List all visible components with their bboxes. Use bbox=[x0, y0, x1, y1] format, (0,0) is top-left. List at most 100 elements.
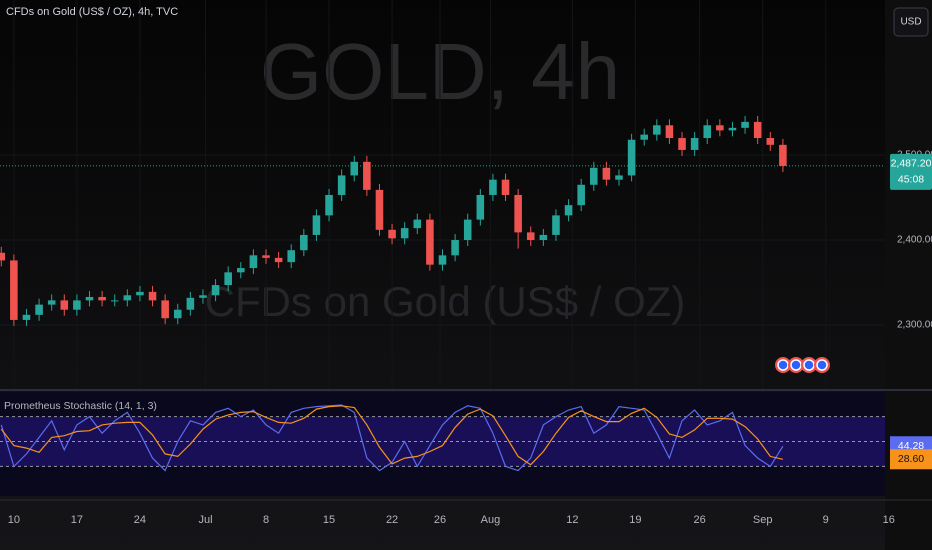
candle-body bbox=[640, 134, 648, 140]
candle-body bbox=[10, 260, 18, 320]
candle-body bbox=[85, 296, 94, 301]
candle-body bbox=[400, 228, 409, 239]
currency-button[interactable] bbox=[893, 7, 929, 37]
event-flag-inner bbox=[777, 359, 789, 371]
stochastic-pane: Prometheus Stochastic (14, 1, 3) bbox=[0, 392, 885, 496]
candle-body bbox=[489, 179, 497, 195]
value-tag bbox=[890, 449, 932, 470]
candle-body bbox=[249, 255, 258, 269]
candle-body bbox=[552, 215, 560, 235]
candle-body bbox=[274, 257, 283, 263]
candle-body bbox=[753, 121, 762, 139]
candle-body bbox=[627, 139, 636, 176]
x-tick-label: 19 bbox=[629, 514, 641, 526]
candle-body bbox=[779, 144, 787, 166]
candle-body bbox=[615, 175, 623, 180]
x-tick-label: 26 bbox=[434, 514, 446, 526]
last-price-label: 2,487.20 bbox=[891, 158, 932, 170]
candle-body bbox=[136, 291, 144, 296]
candle-body bbox=[463, 219, 472, 241]
currency-label[interactable]: USD bbox=[900, 17, 921, 28]
candle-body bbox=[564, 205, 573, 216]
candle-body bbox=[678, 138, 686, 150]
candle-body bbox=[375, 189, 384, 230]
watermark-name: CFDs on Gold (US$ / OZ) bbox=[205, 278, 686, 325]
candle-body bbox=[287, 250, 295, 263]
candle-body bbox=[98, 296, 106, 301]
x-tick-label: Jul bbox=[198, 514, 212, 526]
x-tick-label: 12 bbox=[566, 514, 578, 526]
x-tick-label: 24 bbox=[134, 514, 146, 526]
y-tick-label: 2,400.00 bbox=[897, 235, 932, 246]
candle-body bbox=[716, 125, 724, 131]
candle-body bbox=[186, 297, 195, 310]
x-tick-label: 8 bbox=[263, 514, 269, 526]
candle-body bbox=[123, 295, 132, 301]
bar-countdown: 45:08 bbox=[898, 174, 924, 186]
candle-body bbox=[47, 300, 56, 305]
candle-body bbox=[350, 161, 359, 176]
event-flags bbox=[775, 357, 830, 373]
x-tick-label: 22 bbox=[386, 514, 398, 526]
candle-body bbox=[337, 175, 346, 195]
candle-body bbox=[148, 291, 157, 301]
x-tick-label: 17 bbox=[71, 514, 83, 526]
candle-body bbox=[60, 300, 69, 310]
candle-body bbox=[728, 127, 737, 131]
candle-body bbox=[476, 194, 485, 220]
x-tick-label: 16 bbox=[883, 514, 895, 526]
candle-body bbox=[0, 252, 6, 261]
candle-body bbox=[173, 309, 182, 319]
candle-body bbox=[161, 300, 169, 319]
candle-body bbox=[73, 300, 81, 310]
candle-body bbox=[426, 219, 434, 265]
x-tick-label: 9 bbox=[823, 514, 829, 526]
value-tag-label: 28.60 bbox=[898, 453, 924, 465]
candle-body bbox=[526, 232, 535, 241]
x-tick-label: 15 bbox=[323, 514, 335, 526]
candle-body bbox=[262, 255, 270, 258]
chart-title: CFDs on Gold (US$ / OZ), 4h, TVC bbox=[6, 6, 178, 18]
event-flag-inner bbox=[790, 359, 802, 371]
candle-body bbox=[110, 300, 119, 302]
axes: 2,300.002,400.002,500.002,487.2045:0844.… bbox=[890, 150, 932, 470]
value-tag-label: 44.28 bbox=[898, 440, 924, 452]
candle-body bbox=[590, 167, 598, 185]
candle-body bbox=[413, 219, 422, 229]
candle-body bbox=[451, 240, 459, 256]
candle-body bbox=[237, 268, 245, 273]
candle-body bbox=[388, 229, 396, 239]
candle-body bbox=[703, 125, 712, 139]
x-tick-label: Sep bbox=[753, 514, 773, 526]
candle-body bbox=[22, 314, 31, 320]
event-flag-inner bbox=[803, 359, 815, 371]
x-tick-label: 10 bbox=[8, 514, 20, 526]
candle-body bbox=[501, 179, 510, 195]
stochastic-line bbox=[0, 405, 784, 466]
event-flag-inner bbox=[816, 359, 828, 371]
candle-body bbox=[363, 161, 371, 190]
x-tick-label: 26 bbox=[694, 514, 706, 526]
candle-body bbox=[514, 194, 522, 233]
candle-body bbox=[690, 138, 699, 150]
stochastic-line bbox=[0, 404, 784, 472]
last-price-tag bbox=[890, 153, 932, 190]
candle-body bbox=[577, 184, 585, 206]
candle-body bbox=[224, 272, 232, 286]
candle-body bbox=[35, 304, 43, 315]
candle-body bbox=[438, 255, 447, 265]
candle-body bbox=[312, 215, 321, 235]
candle-body bbox=[665, 125, 674, 139]
candle-body bbox=[653, 125, 661, 135]
candle-body bbox=[741, 121, 749, 128]
x-tick-label: Aug bbox=[481, 514, 501, 526]
candle-body bbox=[325, 194, 333, 216]
candle-body bbox=[199, 295, 207, 298]
y-tick-label: 2,300.00 bbox=[897, 320, 932, 331]
candle-body bbox=[602, 167, 611, 180]
candle-body bbox=[211, 285, 220, 296]
candle-body bbox=[300, 234, 308, 251]
candle-body bbox=[766, 138, 775, 145]
